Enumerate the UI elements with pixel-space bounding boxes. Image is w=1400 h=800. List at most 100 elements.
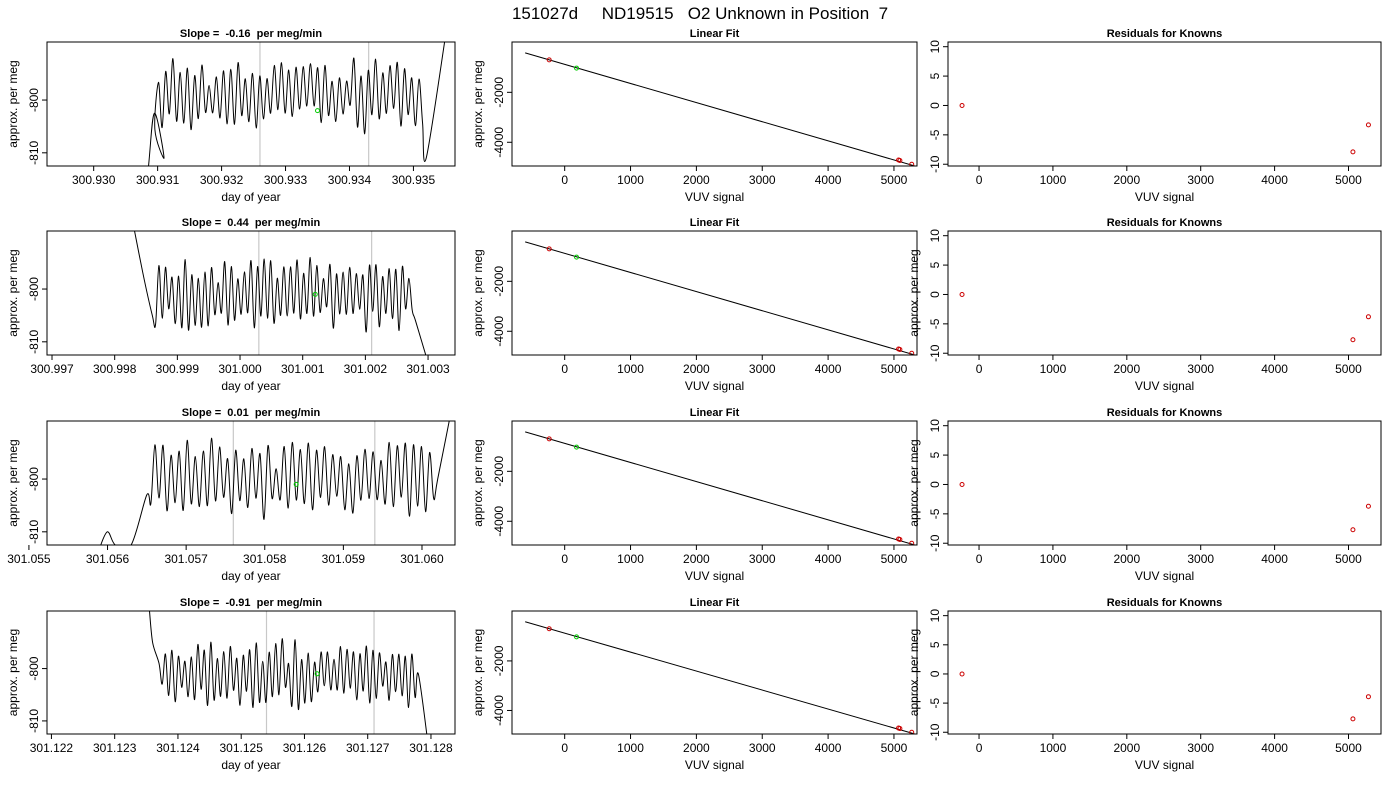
plot-frame <box>46 610 456 735</box>
known-point <box>546 246 552 252</box>
x-axis-label: day of year <box>221 379 280 393</box>
y-tick-label: -5 <box>928 129 942 140</box>
x-tick-label: 300.935 <box>392 173 436 187</box>
x-axis-label: day of year <box>221 569 280 583</box>
plot-area <box>525 621 916 734</box>
panel-title: Residuals for Knowns <box>1107 597 1223 609</box>
chart-panel-r4c2: Linear Fit 0 1000 2000 3000 4000 5000 -2000 -400… <box>471 597 918 772</box>
y-tick-label: -810 <box>27 329 41 353</box>
known-point <box>897 537 903 543</box>
y-tick-label: 5 <box>928 451 942 458</box>
residual-point <box>1365 314 1371 320</box>
residual-point <box>959 102 965 108</box>
x-tick-label: 5000 <box>1335 362 1362 376</box>
x-tick-label: 4000 <box>1261 362 1288 376</box>
x-tick-label: 5000 <box>1335 173 1362 187</box>
plot-frame <box>46 420 456 546</box>
y-tick-label: 0 <box>928 102 942 109</box>
y-tick-label: -10 <box>928 155 942 173</box>
x-tick-label: 2000 <box>683 741 710 755</box>
x-tick-label: 2000 <box>683 362 710 376</box>
y-axis-label: approx. per meg <box>907 439 921 526</box>
x-axis-label: day of year <box>221 190 280 204</box>
x-tick-label: 0 <box>561 552 568 566</box>
x-tick-label: 3000 <box>1187 552 1214 566</box>
y-tick-label: 10 <box>928 419 942 433</box>
panel-title: Linear Fit <box>690 28 740 40</box>
y-axis-label: approx. per meg <box>6 249 20 336</box>
residual-point <box>959 291 965 297</box>
x-tick-label: 301.122 <box>30 741 74 755</box>
x-tick-label: 3000 <box>1187 362 1214 376</box>
y-axis-label: approx. per meg <box>6 629 20 716</box>
known-point <box>897 158 903 164</box>
time-series-line <box>149 611 428 734</box>
plot-area <box>959 481 1371 533</box>
chart-panel-r3c1: Slope = 0.01 per meg/min 301.055 301.056 30… <box>6 407 456 583</box>
plot-frame <box>511 41 918 167</box>
y-tick-label: -4000 <box>492 127 506 158</box>
x-tick-label: 5000 <box>881 741 908 755</box>
residual-point <box>1350 527 1356 533</box>
x-tick-label: 301.059 <box>322 552 366 566</box>
known-point <box>909 161 915 166</box>
y-tick-label: -5 <box>928 697 942 708</box>
y-tick-label: -10 <box>928 344 942 362</box>
chart-panel-r1c1: Slope = -0.16 per meg/min 300.930 300.931 3… <box>6 28 456 204</box>
x-tick-label: 1000 <box>1040 173 1067 187</box>
x-tick-label: 301.000 <box>218 362 262 376</box>
y-axis-label: approx. per meg <box>907 249 921 336</box>
y-tick-label: -800 <box>27 467 41 491</box>
y-axis-label: approx. per meg <box>471 629 485 716</box>
x-tick-label: 4000 <box>1261 741 1288 755</box>
y-tick-label: 0 <box>928 291 942 298</box>
unknown-point <box>312 291 318 297</box>
y-tick-label: -2000 <box>492 266 506 297</box>
fit-line <box>525 241 916 355</box>
x-axis-label: VUV signal <box>685 190 744 204</box>
x-tick-label: 1000 <box>617 173 644 187</box>
x-tick-label: 2000 <box>1113 552 1140 566</box>
unknown-point <box>574 634 580 640</box>
y-tick-label: 5 <box>928 641 942 648</box>
chart-panel-r3c2: Linear Fit 0 1000 2000 3000 4000 5000 -2000 -400… <box>471 407 918 583</box>
residual-point <box>959 671 965 677</box>
panel-title: Residuals for Knowns <box>1107 28 1223 40</box>
unknown-point <box>315 108 321 114</box>
plot-frame <box>947 420 1382 546</box>
known-point <box>897 347 903 353</box>
x-tick-label: 5000 <box>881 173 908 187</box>
x-tick-label: 5000 <box>1335 552 1362 566</box>
x-tick-label: 301.126 <box>283 741 327 755</box>
residual-point <box>1365 503 1371 509</box>
x-tick-label: 300.934 <box>328 173 372 187</box>
panel-title: Residuals for Knowns <box>1107 217 1223 229</box>
plot-area <box>959 102 1371 155</box>
y-tick-label: -2000 <box>492 456 506 487</box>
x-tick-label: 2000 <box>683 173 710 187</box>
x-tick-label: 300.930 <box>72 173 116 187</box>
y-tick-label: -810 <box>27 519 41 543</box>
time-series-line <box>100 421 450 545</box>
x-tick-label: 1000 <box>617 741 644 755</box>
plot-frame <box>511 610 918 735</box>
fit-line <box>525 52 916 166</box>
y-tick-label: -5 <box>928 508 942 519</box>
y-tick-label: 10 <box>928 40 942 54</box>
plot-area <box>100 421 450 545</box>
x-tick-label: 301.123 <box>93 741 137 755</box>
panel-title: Residuals for Knowns <box>1107 407 1223 419</box>
x-tick-label: 3000 <box>1187 173 1214 187</box>
x-tick-label: 300.931 <box>136 173 180 187</box>
known-point <box>909 540 915 545</box>
unknown-point <box>574 65 580 71</box>
chart-panel-r1c3: Residuals for Knowns 0 1000 2000 3000 4000 500… <box>928 28 1382 204</box>
x-tick-label: 0 <box>561 741 568 755</box>
x-tick-label: 0 <box>976 362 983 376</box>
fit-line <box>525 621 916 734</box>
panel-title: Slope = 0.01 per meg/min <box>182 407 321 419</box>
residual-point <box>1350 149 1356 155</box>
known-point <box>546 436 552 442</box>
residual-point <box>1350 716 1356 722</box>
x-tick-label: 301.057 <box>164 552 208 566</box>
